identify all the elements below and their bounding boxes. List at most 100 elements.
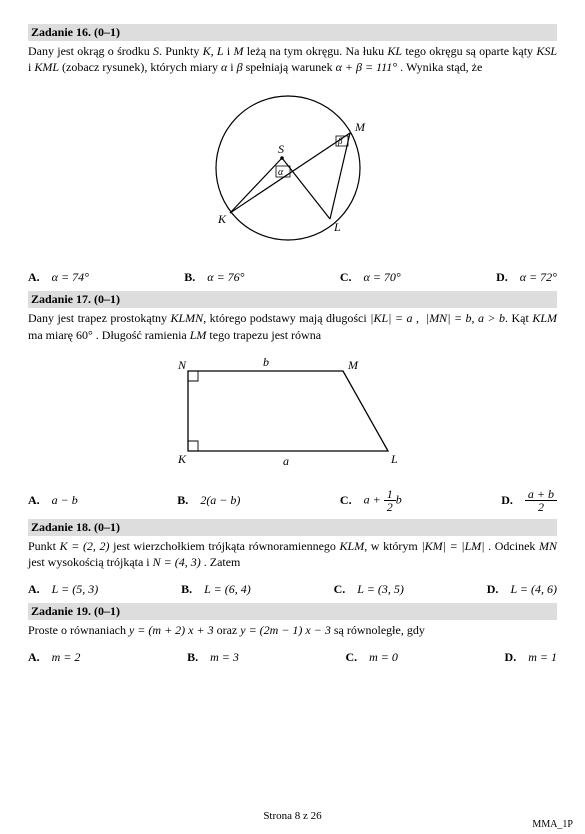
t18-p6: . Zatem bbox=[201, 555, 241, 569]
opt-19A[interactable]: A. m = 2 bbox=[28, 650, 80, 665]
opt-17D[interactable]: D. a + b2 bbox=[501, 488, 557, 513]
opt-16A[interactable]: A.α = 74° bbox=[28, 270, 89, 285]
trapezoid-diagram: N M K L b a bbox=[158, 351, 428, 476]
c-post: b bbox=[396, 492, 402, 506]
t19-eq2: y = (2m − 1) x − 3 bbox=[240, 623, 331, 637]
t16-p5: (zobacz rysunek), których miary bbox=[59, 60, 221, 74]
t19-eq1: y = (m + 2) x + 3 bbox=[129, 623, 214, 637]
t17-KLM: KLM bbox=[532, 311, 557, 325]
opt-17B[interactable]: B.2(a − b) bbox=[177, 488, 240, 513]
label-a: a bbox=[283, 454, 289, 468]
t19-mid: oraz bbox=[214, 623, 241, 637]
label-b: b bbox=[263, 355, 269, 369]
val-16B: α = 76° bbox=[207, 270, 244, 285]
opt-16D[interactable]: D. α = 72° bbox=[496, 270, 557, 285]
opt-18B[interactable]: B.L = (6, 4) bbox=[181, 582, 251, 597]
opt-16B[interactable]: B.α = 76° bbox=[184, 270, 244, 285]
val-19C: m = 0 bbox=[369, 650, 398, 665]
val-19D: m = 1 bbox=[528, 650, 557, 665]
label-B: B. bbox=[187, 650, 198, 665]
val-18A: L = (5, 3) bbox=[52, 582, 99, 597]
t17-p1: Dany jest trapez prostokątny bbox=[28, 311, 171, 325]
label-S: S bbox=[278, 142, 284, 156]
t19-p2: są równoległe, gdy bbox=[331, 623, 425, 637]
opt-16C[interactable]: C. α = 70° bbox=[340, 270, 401, 285]
label-A: A. bbox=[28, 582, 40, 597]
t16-L: L bbox=[217, 44, 224, 58]
t18-p4: . Odcinek bbox=[485, 539, 539, 553]
val-17D: a + b2 bbox=[525, 488, 557, 513]
right-angle-N bbox=[188, 371, 198, 381]
d-num: a + b bbox=[525, 488, 557, 501]
line-SL bbox=[282, 158, 330, 219]
trapezoid bbox=[188, 371, 388, 451]
opt-18A[interactable]: A. L = (5, 3) bbox=[28, 582, 98, 597]
task17-header: Zadanie 17. (0–1) bbox=[28, 291, 557, 308]
task17-options: A. a − b B.2(a − b) C. a + 12b D. a + b2 bbox=[28, 488, 557, 513]
label-K: K bbox=[217, 212, 227, 226]
alpha-label: α bbox=[278, 167, 284, 178]
t16-p3: leżą na tym okręgu. Na łuku bbox=[243, 44, 387, 58]
label-L: L bbox=[390, 452, 398, 466]
label-D: D. bbox=[496, 270, 508, 285]
t16-p7: . Wynika stąd, że bbox=[397, 60, 482, 74]
label-A: A. bbox=[28, 270, 40, 285]
opt-19B[interactable]: B. m = 3 bbox=[187, 650, 239, 665]
opt-18D[interactable]: D.L = (4, 6) bbox=[487, 582, 557, 597]
d-den: 2 bbox=[525, 501, 557, 513]
val-18C: L = (3, 5) bbox=[357, 582, 404, 597]
val-16C: α = 70° bbox=[364, 270, 401, 285]
t17-KLMN: KLMN bbox=[171, 311, 204, 325]
val-17B: 2(a − b) bbox=[200, 493, 240, 508]
t17-p5: ma miarę 60° . Długość ramienia bbox=[28, 328, 190, 342]
t16-p6: spełniają warunek bbox=[243, 60, 336, 74]
t18-eq: |KM| = |LM| bbox=[421, 539, 484, 553]
c-frac: 12 bbox=[384, 488, 396, 513]
val-18D: L = (4, 6) bbox=[510, 582, 557, 597]
val-16D: α = 72° bbox=[520, 270, 557, 285]
val-19A: m = 2 bbox=[52, 650, 81, 665]
label-M: M bbox=[347, 358, 359, 372]
label-C: C. bbox=[334, 582, 346, 597]
t17-KL: |KL| = a bbox=[370, 311, 412, 325]
c-den: 2 bbox=[384, 501, 396, 513]
label-A: A. bbox=[28, 650, 40, 665]
line-SK bbox=[230, 158, 282, 213]
t16-KML: KML bbox=[34, 60, 59, 74]
task16-header: Zadanie 16. (0–1) bbox=[28, 24, 557, 41]
val-17C: a + 12b bbox=[364, 488, 402, 513]
opt-17A[interactable]: A. a − b bbox=[28, 488, 78, 513]
label-C: C. bbox=[345, 650, 357, 665]
t16-M: M bbox=[233, 44, 243, 58]
task19-header: Zadanie 19. (0–1) bbox=[28, 603, 557, 620]
c-pre: a + bbox=[364, 492, 384, 506]
label-C: C. bbox=[340, 270, 352, 285]
opt-18C[interactable]: C. L = (3, 5) bbox=[334, 582, 404, 597]
t16-KSL: KSL bbox=[536, 44, 557, 58]
val-18B: L = (6, 4) bbox=[204, 582, 251, 597]
beta-label: β bbox=[337, 136, 343, 146]
opt-19C[interactable]: C. m = 0 bbox=[345, 650, 397, 665]
t18-Neq: N = (4, 3) bbox=[153, 555, 201, 569]
val-17A: a − b bbox=[52, 493, 78, 508]
circle-diagram: α β S K L M bbox=[188, 83, 398, 258]
opt-19D[interactable]: D.m = 1 bbox=[505, 650, 557, 665]
circle bbox=[216, 96, 360, 240]
val-19B: m = 3 bbox=[210, 650, 239, 665]
task16-figure: α β S K L M bbox=[28, 83, 557, 258]
t17-p4: . Kąt bbox=[505, 311, 532, 325]
task17-text: Dany jest trapez prostokątny KLMN, które… bbox=[28, 310, 557, 342]
t18-p3: , w którym bbox=[364, 539, 421, 553]
task19-text: Proste o równaniach y = (m + 2) x + 3 or… bbox=[28, 622, 557, 638]
t18-KLM: KLM bbox=[340, 539, 365, 553]
label-A: A. bbox=[28, 493, 40, 508]
task18-text: Punkt K = (2, 2) jest wierzchołkiem trój… bbox=[28, 538, 557, 570]
t17-p6: tego trapezu jest równa bbox=[206, 328, 321, 342]
opt-17C[interactable]: C. a + 12b bbox=[340, 488, 402, 513]
label-N: N bbox=[177, 358, 187, 372]
task18-header: Zadanie 18. (0–1) bbox=[28, 519, 557, 536]
t17-MN: |MN| = b bbox=[426, 311, 472, 325]
t16-p4: tego okręgu są oparte kąty bbox=[402, 44, 536, 58]
t17-p2: , którego podstawy mają długości bbox=[203, 311, 370, 325]
footer-page: Strona 8 z 26 bbox=[0, 810, 585, 822]
